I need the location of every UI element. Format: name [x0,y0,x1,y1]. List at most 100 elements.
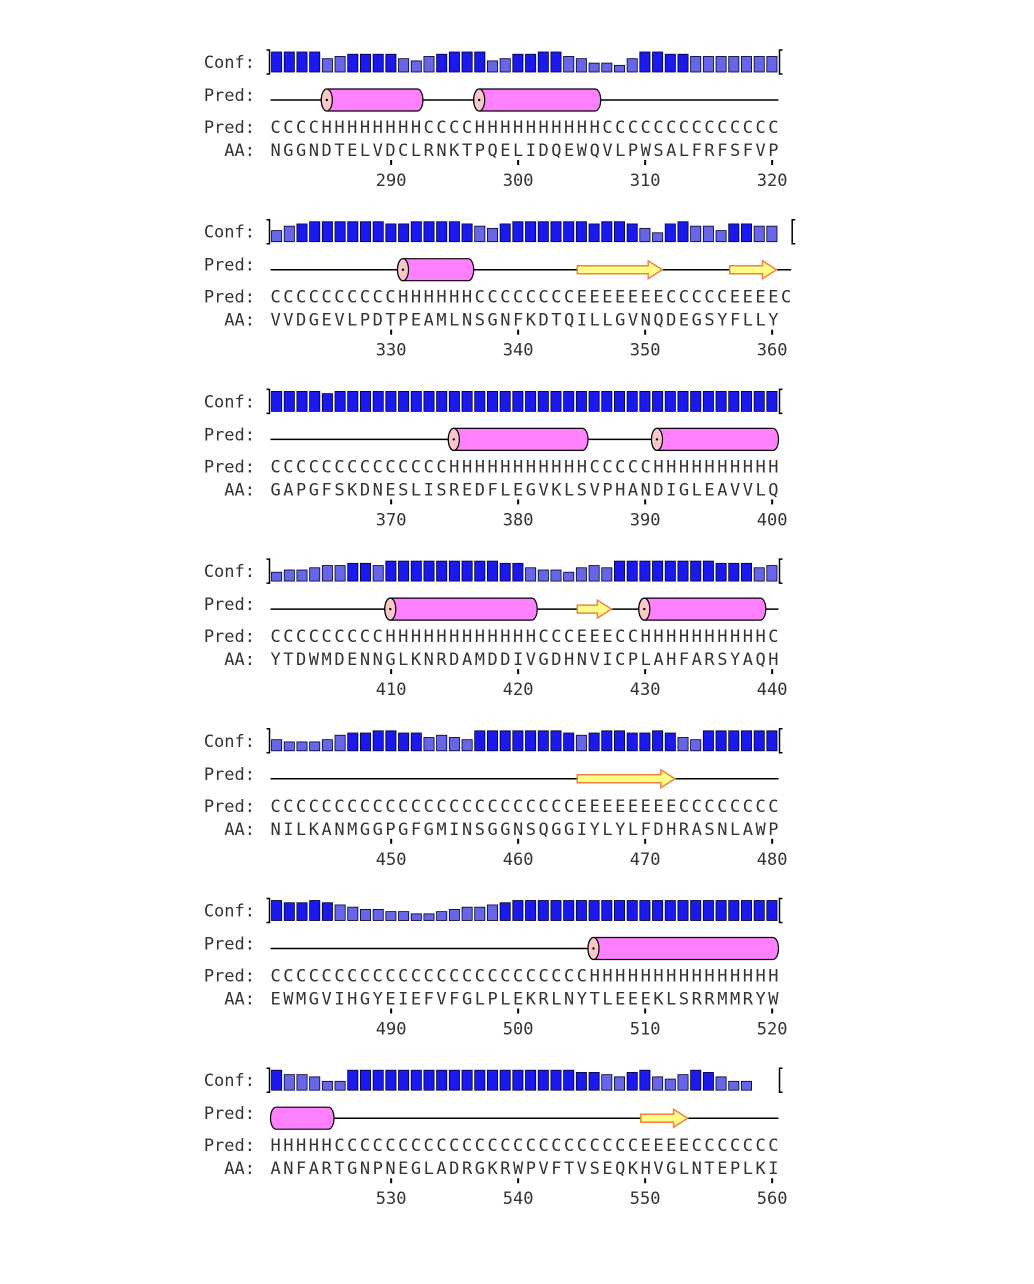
conf-bar [321,1080,333,1091]
conf-bar [715,230,727,243]
pred-sequence: CCCCCCCCCCCCCCHHHHHHHHHHHCCCCCHHHHHHHHHH [271,457,779,477]
conf-bar [563,732,575,752]
conf-bar [537,221,549,243]
conf-bar [766,730,778,752]
conf-bar [372,53,384,73]
conf-bar [753,390,765,412]
conf-bracket-right [778,49,783,75]
conf-bar [664,900,676,921]
strand-arrow [576,259,664,281]
conf-bar [321,565,333,582]
conf-bar [309,51,321,73]
block-7: Conf: Pred: Pred: AA: HHHHHCCCCCCCCCCCCCCCCC… [204,1067,788,1209]
conf-bracket-left [266,558,271,584]
conf-bar [525,53,537,73]
conf-bar [512,221,524,243]
conf-bar [347,1069,359,1091]
conf-bar [766,565,778,582]
conf-bar [423,737,435,752]
ruler-label: 350 [630,341,661,361]
conf-bar [525,730,537,752]
conf-bar [448,560,460,582]
conf-bar [537,390,549,412]
ss-cartoon [270,597,779,621]
conf-bar [410,390,422,412]
conf-bar [563,56,575,73]
conf-bar [283,51,295,73]
conf-bar [499,1069,511,1091]
conf-bar [372,565,384,582]
conf-bar [486,904,498,921]
conf-bar [614,900,626,921]
ruler-label: 450 [376,850,407,870]
conf-bar [664,53,676,73]
conf-bar [499,730,511,752]
conf-bracket-left [266,388,271,415]
conf-bar [436,734,448,752]
ruler-label: 560 [757,1189,788,1209]
conf-bar [372,730,384,752]
conf-bar [664,1078,676,1091]
conf-bar [588,390,600,412]
conf-bar [575,1072,587,1091]
conf-label: Conf: [204,902,255,922]
conf-bar [639,900,651,921]
conf-bar [537,51,549,73]
pred-seq-label: Pred: [204,797,255,817]
conf-bar [499,58,511,73]
conf-bar [575,221,587,243]
strand-arrow [640,1107,689,1129]
block-5: Conf: Pred: Pred: AA: CCCCCCCCCCCCCCCCCCCCCC… [204,728,788,870]
conf-bar [309,390,321,412]
conf-bar [588,1072,600,1091]
conf-bar [359,1069,371,1091]
conf-bar [347,221,359,243]
conf-bar [499,902,511,921]
block-1: Conf: Pred: Pred: AA: CCCCHHHHHHHHCCCCHHHHHH… [204,49,788,191]
conf-bar [461,560,473,582]
conf-bar [486,227,498,243]
conf-bar [309,741,321,752]
conf-bar [359,221,371,243]
conf-bar [296,390,308,412]
conf-bar [728,900,740,921]
conf-bar [474,560,486,582]
conf-bar [715,900,727,921]
conf-bar [601,567,613,582]
conf-bar [512,53,524,73]
aa-sequence: NGGNDTELVDCLRNKTPQELIDQEWQVLPWSALFRFSFVP [271,141,779,161]
ss-cartoon [270,427,780,451]
ruler-label: 390 [630,510,661,530]
conf-bar [296,51,308,73]
conf-bar [385,1069,397,1091]
conf-bar [283,741,295,752]
ruler-label: 470 [630,850,661,870]
conf-bar [347,732,359,752]
conf-bar [753,900,765,921]
pred-sequence: CCCCCCCCCCHHHHHHCCCCCCCCEEEEEEECCCCCEEEE… [271,288,792,308]
conf-bar [499,390,511,412]
ruler-label: 430 [630,680,661,700]
aa-label: AA: [224,990,255,1010]
conf-bar [537,730,549,752]
conf-bar [677,390,689,412]
aa-sequence: GAPGFSKDNESLISREDFLEGVKLSVPHANDIGLEAVVLQ [271,480,779,500]
conf-bar [690,739,702,752]
ruler-label: 400 [757,510,788,530]
conf-bar [423,56,435,73]
conf-bar [741,730,753,752]
ruler-label: 440 [757,680,788,700]
ruler-label: 420 [503,680,534,700]
aa-sequence: ANFARTGNPNEGLADRGKRWPVFTVSEQKHVGLNTEPLKI [271,1159,779,1179]
helix-cylinder [638,597,767,621]
conf-bar [690,390,702,412]
conf-bar [550,900,562,921]
conf-bracket-right [791,218,796,245]
conf-bar [271,390,283,412]
conf-bar [715,56,727,73]
aa-label: AA: [224,1159,255,1179]
conf-bar [461,739,473,752]
conf-bar [626,900,638,921]
conf-bar [525,900,537,921]
